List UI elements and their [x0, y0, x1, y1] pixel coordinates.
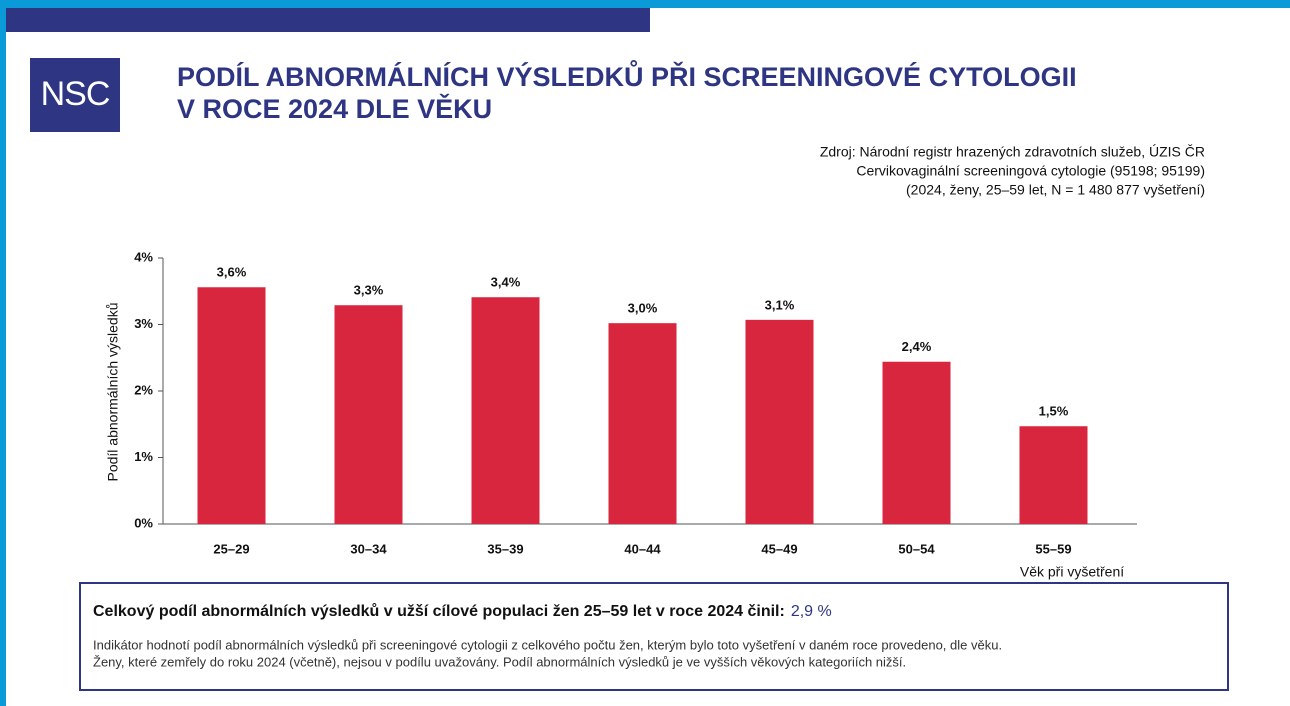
y-tick-label: 4%	[134, 249, 153, 264]
left-border	[0, 8, 6, 706]
logo: NSC	[41, 75, 110, 113]
y-tick-label: 0%	[134, 515, 153, 530]
note: Indikátor hodnotí podíl abnormálních výs…	[93, 637, 1002, 652]
source: Cervikovaginální screeningová cytologie …	[856, 163, 1205, 179]
data-label: 3,1%	[765, 297, 795, 312]
source: Zdroj: Národní registr hrazených zdravot…	[820, 144, 1205, 160]
summary-box	[79, 582, 1229, 691]
summary-value: 2,9 %	[791, 603, 832, 620]
bar	[334, 305, 403, 524]
bar	[471, 297, 540, 524]
x-tick-label: 30–34	[350, 541, 387, 556]
bar	[608, 323, 677, 524]
source: (2024, ženy, 25–59 let, N = 1 480 877 vy…	[906, 182, 1205, 198]
y-tick-label: 3%	[134, 316, 153, 331]
title: PODÍL ABNORMÁLNÍCH VÝSLEDKŮ PŘI SCREENIN…	[177, 59, 1077, 92]
logo-box	[30, 58, 120, 132]
summary-label: Celkový podíl abnormálních výsledků v už…	[93, 603, 785, 620]
data-label: 3,0%	[628, 301, 658, 316]
summary-text: Celkový podíl abnormálních výsledků v už…	[93, 603, 832, 620]
x-tick-label: 25–29	[213, 541, 249, 556]
x-tick-label: 50–54	[898, 541, 935, 556]
y-tick-label: 1%	[134, 449, 153, 464]
data-label: 3,6%	[217, 265, 247, 280]
x-tick-label: 55–59	[1035, 541, 1071, 556]
bar	[197, 287, 266, 524]
x-tick-label: 35–39	[487, 541, 523, 556]
y-tick-label: 2%	[134, 382, 153, 397]
data-label: 3,4%	[491, 275, 521, 290]
title: V ROCE 2024 DLE VĚKU	[177, 93, 492, 124]
header-bar	[0, 8, 650, 32]
note: Ženy, které zemřely do roku 2024 (včetně…	[93, 654, 906, 669]
y-axis-label: Podíl abnormálních výsledků	[105, 303, 121, 482]
bar	[882, 361, 951, 524]
data-label: 2,4%	[902, 339, 932, 354]
bar	[1019, 426, 1088, 524]
x-tick-label: 40–44	[624, 541, 661, 556]
data-label: 3,3%	[354, 283, 384, 298]
bar	[745, 319, 814, 524]
data-label: 1,5%	[1039, 404, 1069, 419]
top-bar	[0, 0, 1290, 8]
x-axis-label: Věk při vyšetření	[1020, 564, 1124, 580]
x-tick-label: 45–49	[761, 541, 797, 556]
